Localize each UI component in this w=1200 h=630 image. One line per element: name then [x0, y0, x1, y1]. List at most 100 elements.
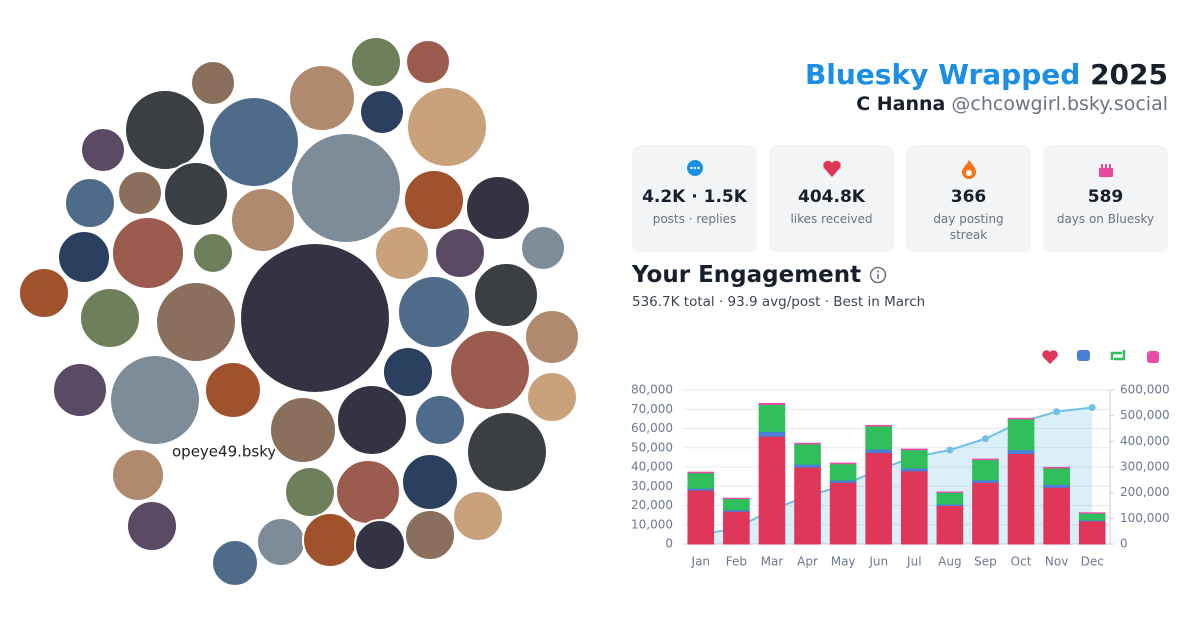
- x-tick-label: Aug: [938, 555, 961, 569]
- bar-segment: [794, 463, 821, 468]
- avatar: [190, 60, 236, 106]
- point: [981, 435, 989, 443]
- stat-label: posts · replies: [652, 212, 737, 226]
- area: [700, 407, 1093, 544]
- legend-icon: [1147, 351, 1159, 363]
- stat-label: day posting streak: [933, 212, 1004, 242]
- avatar: [414, 394, 466, 446]
- y-tick-label: 60,000: [631, 421, 673, 435]
- avatar: [401, 453, 459, 511]
- bar-segment: [900, 448, 928, 451]
- point: [1088, 404, 1096, 412]
- avatar-cloud: opeye49.bsky: [18, 36, 580, 587]
- point: [875, 466, 883, 474]
- icon: [1098, 164, 1113, 177]
- x-tick-label: Apr: [797, 555, 818, 569]
- bar-segment: [1007, 418, 1035, 451]
- bar-segment: [865, 448, 893, 454]
- avatar: [230, 187, 296, 253]
- stat-value: 4.2K · 1.5K: [642, 187, 747, 207]
- icon: [961, 160, 976, 179]
- point: [1017, 418, 1025, 426]
- point: [910, 453, 918, 461]
- avatar: [284, 466, 336, 518]
- bar-segment: [1043, 483, 1070, 488]
- bar-segment: [723, 498, 750, 511]
- point: [697, 530, 705, 538]
- bar-segment: [794, 466, 821, 545]
- stat-value: 366: [950, 187, 987, 207]
- stat-value: 404.8K: [798, 187, 865, 207]
- bar-segment: [865, 452, 893, 545]
- x-tick-label: Nov: [1045, 555, 1068, 569]
- bar-segment: [936, 505, 964, 545]
- bar-segment: [1078, 519, 1106, 522]
- user: C Hanna @chcowgirl.bsky.social: [805, 93, 1168, 115]
- avatar: [449, 329, 531, 411]
- avatar: [404, 509, 456, 561]
- bar-segment: [936, 503, 964, 506]
- y2-tick-label: 300,000: [1120, 460, 1170, 474]
- y2-tick-label: 400,000: [1120, 434, 1170, 448]
- display-name: C Hanna: [856, 93, 946, 115]
- x-tick-label: Feb: [726, 555, 747, 569]
- y-tick-label: 20,000: [631, 498, 673, 512]
- avatar: [117, 170, 163, 216]
- x-tick-label: Jun: [868, 555, 888, 569]
- avatar: [473, 262, 539, 328]
- avatar: [52, 362, 108, 418]
- avatar: [452, 490, 504, 542]
- bar-segment: [794, 442, 821, 445]
- line: [700, 406, 1093, 536]
- bar-segment: [972, 479, 999, 483]
- avatar: [57, 230, 111, 284]
- y-tick-label: 40,000: [631, 460, 673, 474]
- x-tick-label: Jul: [906, 555, 921, 569]
- bar-segment: [829, 479, 857, 483]
- point: [946, 446, 954, 454]
- avatar: [382, 346, 434, 398]
- bar-segment: [758, 430, 786, 437]
- avatar: [466, 411, 548, 493]
- bar-segment: [900, 470, 928, 545]
- avatar: [256, 517, 306, 567]
- avatar: [336, 384, 408, 456]
- avatar: [269, 396, 337, 464]
- avatar: [397, 275, 471, 349]
- bar-segment: [687, 487, 715, 491]
- bar-segment: [1043, 466, 1070, 469]
- y-tick-label: 10,000: [631, 517, 673, 531]
- bar-segment: [1078, 520, 1106, 545]
- bar-segment: [1078, 512, 1106, 521]
- avatar: [465, 175, 531, 241]
- avatar-handle: opeye49.bsky: [172, 443, 276, 461]
- point: [839, 481, 847, 489]
- bar-segment: [972, 458, 999, 461]
- avatar: [64, 177, 116, 229]
- avatar: [403, 169, 465, 231]
- avatar: [111, 216, 185, 290]
- bar-segment: [865, 425, 893, 450]
- avatar: [80, 127, 126, 173]
- x-tick-label: May: [831, 555, 856, 569]
- avatar: [192, 232, 234, 274]
- header: Bluesky Wrapped 2025 C Hanna @chcowgirl.…: [805, 58, 1168, 115]
- stat-card: 589 days on Bluesky: [1043, 145, 1168, 252]
- avatar: [354, 519, 406, 571]
- bar-segment: [758, 435, 786, 545]
- y2-tick-label: 600,000: [1120, 383, 1170, 397]
- y-tick-label: 80,000: [631, 383, 673, 397]
- bar-segment: [865, 424, 893, 427]
- bar-segment: [687, 471, 715, 474]
- bar-segment: [829, 462, 857, 465]
- avatar: [302, 512, 358, 568]
- avatar: [211, 539, 259, 587]
- avatar: [520, 225, 566, 271]
- y-tick-label: 30,000: [631, 479, 673, 493]
- bar-segment: [972, 459, 999, 481]
- bar-segment: [1043, 486, 1070, 545]
- info-icon[interactable]: [869, 266, 887, 284]
- bar-segment: [1043, 467, 1070, 485]
- bar-segment: [687, 472, 715, 489]
